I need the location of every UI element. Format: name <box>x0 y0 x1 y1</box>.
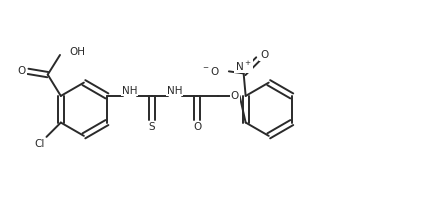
Text: $^-$O: $^-$O <box>201 65 220 77</box>
Text: Cl: Cl <box>34 139 45 149</box>
Text: OH: OH <box>69 47 85 57</box>
Text: S: S <box>149 122 155 132</box>
Text: NH: NH <box>167 86 182 96</box>
Text: O: O <box>18 66 26 76</box>
Text: N$^+$: N$^+$ <box>235 59 252 73</box>
Text: O: O <box>260 50 268 60</box>
Text: O: O <box>230 91 239 101</box>
Text: O: O <box>193 122 201 132</box>
Text: NH: NH <box>122 86 137 96</box>
